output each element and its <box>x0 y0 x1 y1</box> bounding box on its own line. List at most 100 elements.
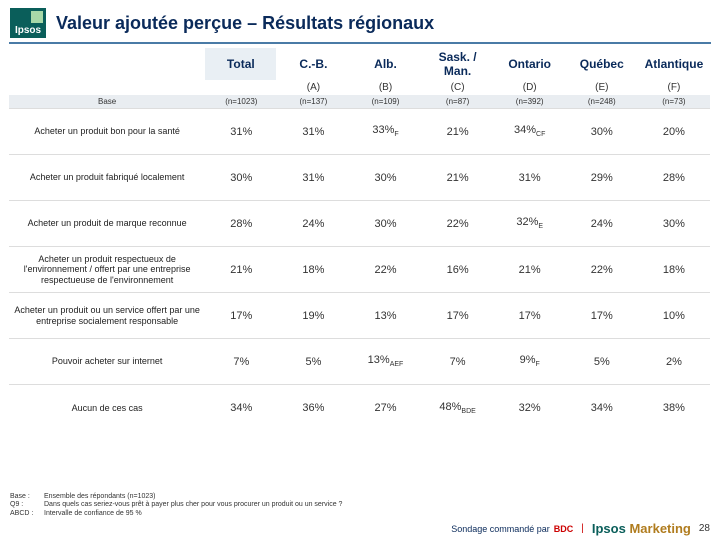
col-total: Total <box>205 48 277 80</box>
sub-qc: (E) <box>566 80 638 95</box>
cell: 30% <box>566 109 638 155</box>
cell: 34%CF <box>494 109 566 155</box>
footer-notes: Base :Ensemble des répondants (n=1023) Q… <box>10 493 342 518</box>
cell: 9%F <box>494 339 566 385</box>
cell: 29% <box>566 155 638 201</box>
blank-corner <box>9 48 205 80</box>
sub-cb: (A) <box>277 80 349 95</box>
cell: 2% <box>638 339 710 385</box>
cell: 17% <box>494 293 566 339</box>
cell: 5% <box>566 339 638 385</box>
cell: 17% <box>422 293 494 339</box>
cell: 31% <box>205 109 277 155</box>
table-row: Pouvoir acheter sur internet7%5%13%AEF7%… <box>9 339 710 385</box>
ipsos-marketing-logo: Ipsos Marketing <box>592 521 691 536</box>
brand-ipsos: Ipsos <box>592 521 626 536</box>
row-label: Acheter un produit bon pour la santé <box>9 109 205 155</box>
cell: 22% <box>422 201 494 247</box>
base-4: (n=392) <box>494 95 566 109</box>
table-body: Acheter un produit bon pour la santé31%3… <box>9 109 710 431</box>
col-qc: Québec <box>566 48 638 80</box>
cell: 33%F <box>349 109 421 155</box>
footer-ci-lbl: ABCD : <box>10 510 44 518</box>
bdc-text: BDC <box>554 524 574 534</box>
cell: 32%E <box>494 201 566 247</box>
cell: 7% <box>205 339 277 385</box>
cell: 22% <box>349 247 421 293</box>
cell: 5% <box>277 339 349 385</box>
ipsos-logo: Ipsos <box>10 8 46 38</box>
cell: 28% <box>205 201 277 247</box>
sub-ont: (D) <box>494 80 566 95</box>
cell: 20% <box>638 109 710 155</box>
cell: 30% <box>205 155 277 201</box>
table-row: Acheter un produit respectueux de l'envi… <box>9 247 710 293</box>
logo-text: Ipsos <box>15 25 41 38</box>
cell: 30% <box>638 201 710 247</box>
footer-q: Q9 :Dans quels cas seriez-vous prêt à pa… <box>10 501 342 509</box>
row-label: Acheter un produit de marque reconnue <box>9 201 205 247</box>
row-label: Aucun de ces cas <box>9 385 205 431</box>
cell: 18% <box>638 247 710 293</box>
bottom-bar: Sondage commandé par BDC | Ipsos Marketi… <box>10 521 710 536</box>
commandite-text: Sondage commandé par <box>451 524 550 534</box>
cell: 13% <box>349 293 421 339</box>
cell: 27% <box>349 385 421 431</box>
cell: 19% <box>277 293 349 339</box>
col-ont: Ontario <box>494 48 566 80</box>
col-sub-row: (A) (B) (C) (D) (E) (F) <box>9 80 710 95</box>
cell: 30% <box>349 201 421 247</box>
footer-ci-txt: Intervalle de confiance de 95 % <box>44 510 142 517</box>
col-alb: Alb. <box>349 48 421 80</box>
cell: 22% <box>566 247 638 293</box>
cell: 30% <box>349 155 421 201</box>
footer-base-txt: Ensemble des répondants (n=1023) <box>44 493 156 500</box>
cell: 18% <box>277 247 349 293</box>
cell: 13%AEF <box>349 339 421 385</box>
slide-page: Ipsos Valeur ajoutée perçue – Résultats … <box>0 0 720 540</box>
footer-q-txt: Dans quels cas seriez-vous prêt à payer … <box>44 501 342 508</box>
page-number: 28 <box>699 523 710 534</box>
base-6: (n=73) <box>638 95 710 109</box>
footer-base: Base :Ensemble des répondants (n=1023) <box>10 493 342 501</box>
col-header-row: Total C.-B. Alb. Sask. / Man. Ontario Qu… <box>9 48 710 80</box>
base-1: (n=137) <box>277 95 349 109</box>
col-cb: C.-B. <box>277 48 349 80</box>
footer-ci: ABCD :Intervalle de confiance de 95 % <box>10 510 342 518</box>
cell: 32% <box>494 385 566 431</box>
table-row: Acheter un produit fabriqué localement30… <box>9 155 710 201</box>
accent-line <box>9 42 711 44</box>
cell: 7% <box>422 339 494 385</box>
cell: 24% <box>566 201 638 247</box>
cell: 28% <box>638 155 710 201</box>
col-atl: Atlantique <box>638 48 710 80</box>
sub-alb: (B) <box>349 80 421 95</box>
table-row: Acheter un produit ou un service offert … <box>9 293 710 339</box>
cell: 48%BDE <box>422 385 494 431</box>
row-label: Acheter un produit ou un service offert … <box>9 293 205 339</box>
cell: 24% <box>277 201 349 247</box>
base-row: Base (n=1023) (n=137) (n=109) (n=87) (n=… <box>9 95 710 109</box>
separator: | <box>581 523 584 534</box>
cell: 34% <box>205 385 277 431</box>
base-2: (n=109) <box>349 95 421 109</box>
table-head: Total C.-B. Alb. Sask. / Man. Ontario Qu… <box>9 48 710 109</box>
footer-base-lbl: Base : <box>10 493 44 501</box>
base-5: (n=248) <box>566 95 638 109</box>
cell: 17% <box>566 293 638 339</box>
footer-q-lbl: Q9 : <box>10 501 44 509</box>
sub-sask: (C) <box>422 80 494 95</box>
col-sask: Sask. / Man. <box>422 48 494 80</box>
cell: 21% <box>494 247 566 293</box>
cell: 21% <box>205 247 277 293</box>
base-label: Base <box>9 95 205 109</box>
cell: 10% <box>638 293 710 339</box>
brand-marketing: Marketing <box>629 521 690 536</box>
cell: 38% <box>638 385 710 431</box>
cell: 31% <box>494 155 566 201</box>
sub-atl: (F) <box>638 80 710 95</box>
sub-total <box>205 80 277 95</box>
cell: 31% <box>277 109 349 155</box>
cell: 31% <box>277 155 349 201</box>
row-label: Pouvoir acheter sur internet <box>9 339 205 385</box>
